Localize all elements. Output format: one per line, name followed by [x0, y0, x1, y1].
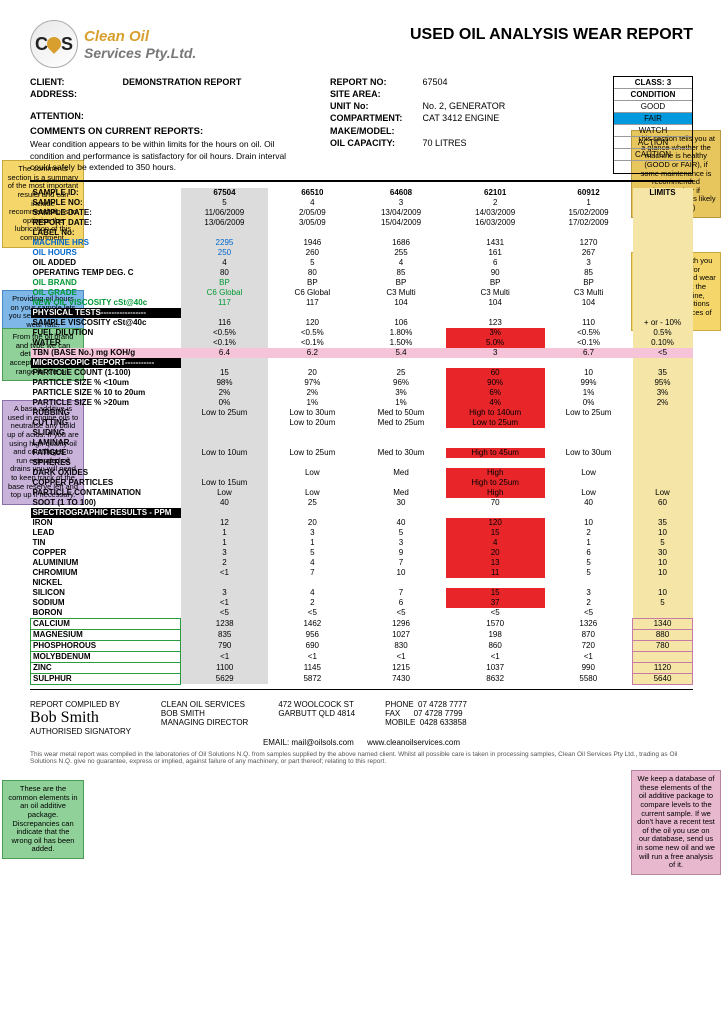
comp: CAT 3412 ENGINE — [423, 113, 500, 123]
f-addr2: GARBUTT QLD 4814 — [278, 709, 355, 718]
class-box: CLASS: 3 CONDITION GOOD FAIR WATCH ACTIO… — [613, 76, 693, 174]
logo-line1: Clean Oil — [84, 28, 196, 45]
logo-line2: Services Pty.Ltd. — [84, 45, 196, 61]
class-fair: FAIR — [614, 113, 692, 125]
class-hdr: CLASS: 3 — [614, 77, 692, 89]
disclaim: This wear metal report was compiled in t… — [30, 751, 693, 767]
data-table: SAMPLE ID:6750466510646086210160912LIMIT… — [30, 188, 693, 685]
attn-lbl: ATTENTION: — [30, 110, 120, 122]
f-addr1: 472 WOOLCOCK ST — [278, 700, 355, 709]
cap-lbl: OIL CAPACITY: — [330, 137, 420, 149]
report-title: USED OIL ANALYSIS WEAR REPORT — [410, 26, 693, 68]
email: mail@oilsols.com — [291, 738, 353, 747]
client-lbl: CLIENT: — [30, 76, 120, 88]
f-person: BOB SMITH — [161, 709, 248, 718]
site-lbl: SITE AREA: — [330, 88, 420, 100]
client-val: DEMONSTRATION REPORT — [123, 77, 242, 87]
cond-hdr: CONDITION — [614, 89, 692, 101]
unit: No. 2, GENERATOR — [423, 101, 506, 111]
fax-lbl: FAX — [385, 709, 400, 718]
class-caution: CAUTION — [614, 149, 692, 161]
fax: 07 4728 7799 — [414, 709, 463, 718]
logo: Clean Oil Services Pty.Ltd. — [30, 20, 196, 68]
comments-title: COMMENTS ON CURRENT REPORTS: — [30, 126, 290, 139]
ph-lbl: PHONE — [385, 700, 413, 709]
f-role: MANAGING DIRECTOR — [161, 718, 248, 727]
compiled-lbl: REPORT COMPILED BY — [30, 700, 131, 709]
callout-additive: These are the common elements in an oil … — [2, 780, 84, 859]
comp-lbl: COMPARTMENT: — [330, 112, 420, 124]
signature: Bob Smith — [30, 709, 131, 727]
comments-body: Wear condition appears to be within limi… — [30, 139, 290, 173]
class-watch: WATCH — [614, 125, 692, 137]
mob-lbl: MOBILE — [385, 718, 415, 727]
f-company: CLEAN OIL SERVICES — [161, 700, 248, 709]
rno: 67504 — [423, 77, 448, 87]
make-lbl: MAKE/MODEL: — [330, 125, 420, 137]
ph: 07 4728 7777 — [418, 700, 467, 709]
mob: 0428 633858 — [420, 718, 467, 727]
class-good: GOOD — [614, 101, 692, 113]
auth-sig: AUTHORISED SIGNATORY — [30, 727, 131, 736]
cap: 70 LITRES — [423, 138, 467, 148]
web: www.cleanoilservices.com — [367, 738, 460, 747]
unit-lbl: UNIT No: — [330, 100, 420, 112]
addr-lbl: ADDRESS: — [30, 88, 120, 100]
rno-lbl: REPORT NO: — [330, 76, 420, 88]
class-action: ACTION — [614, 137, 692, 149]
email-lbl: EMAIL: — [263, 738, 289, 747]
